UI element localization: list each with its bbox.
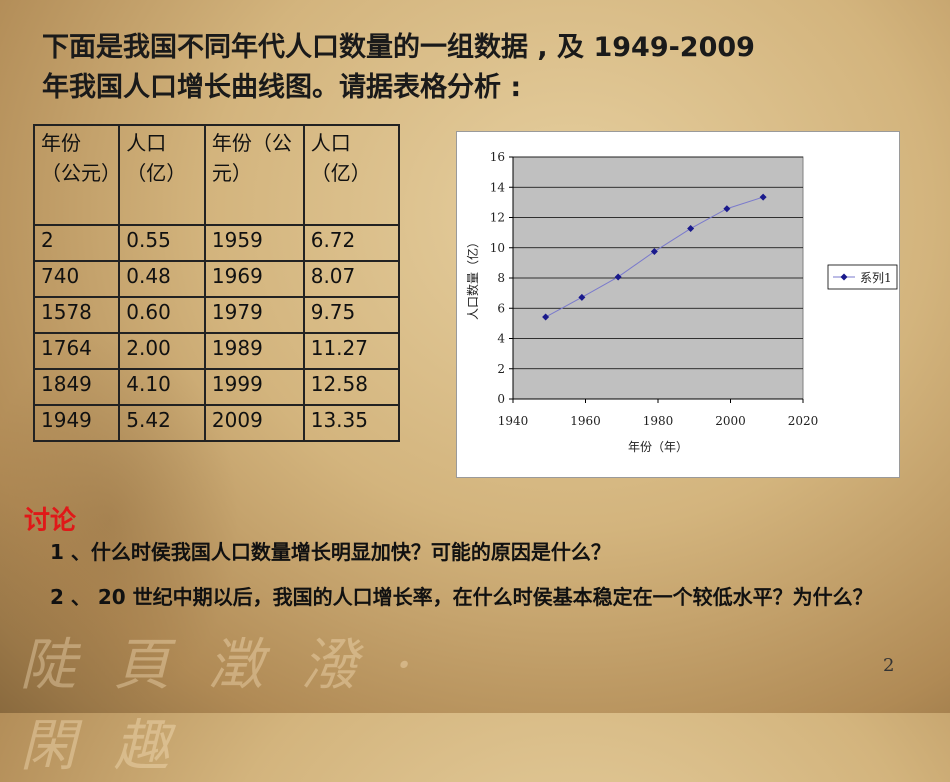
legend-marker [840, 273, 848, 281]
table-cell: 2 [32, 224, 121, 262]
table-cell: 1959 [203, 224, 305, 262]
table-cell: 9.75 [302, 296, 401, 334]
data-point [578, 293, 586, 301]
y-tick-label: 8 [497, 271, 505, 285]
table-cell: 740 [32, 260, 121, 298]
table-cell: 2.00 [118, 332, 206, 370]
data-point [614, 273, 622, 281]
table-cell: 1764 [32, 332, 121, 370]
table-row: 1578 0.60 1979 9.75 [32, 296, 401, 334]
table-row: 1764 2.00 1989 11.27 [32, 332, 401, 370]
table-cell: 8.07 [302, 260, 401, 298]
y-axis-label: 人口数量（亿） [465, 236, 480, 320]
table-cell: 1969 [203, 260, 305, 298]
data-point [687, 225, 695, 233]
discussion-question-2: 2 、 20 世纪中期以后，我国的人口增长率，在什么时侯基本稳定在一个较低水平？… [50, 585, 873, 609]
table-cell: 5.42 [118, 404, 206, 442]
y-tick-label: 0 [497, 392, 505, 406]
x-tick-label: 1960 [570, 414, 601, 428]
data-point [759, 193, 767, 201]
legend-label: 系列1 [860, 271, 892, 285]
table-cell: 1949 [32, 404, 121, 442]
title-line-1: 下面是我国不同年代人口数量的一组数据 , 及 1949-2009 [42, 32, 755, 63]
table-cell: 0.48 [118, 260, 206, 298]
discussion-heading: 讨论 [24, 506, 77, 536]
table-row: 1949 5.42 2009 13.35 [32, 404, 401, 442]
table-cell: 1999 [203, 368, 305, 406]
table-cell: 0.55 [118, 224, 206, 262]
header-year-1: 年份（公元） [32, 124, 121, 226]
header-population-2: 人口（亿） [302, 124, 401, 226]
table-cell: 4.10 [118, 368, 206, 406]
table-header-row: 年份（公元） 人口（亿） 年份（公元） 人口（亿） [32, 124, 401, 226]
table-cell: 1578 [32, 296, 121, 334]
y-tick-label: 6 [497, 301, 505, 315]
x-axis-label: 年份（年） [628, 440, 688, 454]
population-table: 年份（公元） 人口（亿） 年份（公元） 人口（亿） 2 0.55 1959 6.… [32, 124, 401, 442]
slide-title: 下面是我国不同年代人口数量的一组数据 , 及 1949-2009 年我国人口增长… [42, 28, 882, 108]
table-cell: 1989 [203, 332, 305, 370]
x-tick-label: 1940 [498, 414, 529, 428]
title-line-2: 年我国人口增长曲线图。请据表格分析 : [42, 72, 522, 103]
background-calligraphy: 陡 頁 澂 潑 · 閑 趣 [20, 633, 424, 779]
y-tick-label: 4 [497, 332, 505, 346]
chart-svg: 0 2 4 6 8 10 12 14 16 1940 1960 1980 2000 2020 年份（年） 人口… [465, 150, 898, 454]
y-tick-label: 10 [490, 241, 505, 255]
population-chart: 0 2 4 6 8 10 12 14 16 1940 1960 1980 2000 2020 年份（年） 人口… [456, 131, 900, 478]
x-tick-label: 1980 [643, 414, 674, 428]
table-cell: 2009 [203, 404, 305, 442]
discussion-question-1: 1 、什么时侯我国人口数量增长明显加快？可能的原因是什么？ [50, 540, 611, 564]
table-cell: 0.60 [118, 296, 206, 334]
y-tick-label: 14 [490, 180, 506, 194]
data-point [723, 205, 731, 213]
table-row: 740 0.48 1969 8.07 [32, 260, 401, 298]
table-cell: 1979 [203, 296, 305, 334]
table-cell: 11.27 [302, 332, 401, 370]
table-cell: 6.72 [302, 224, 401, 262]
table-cell: 13.35 [302, 404, 401, 442]
y-tick-label: 12 [490, 211, 505, 225]
header-year-2: 年份（公元） [203, 124, 305, 226]
y-tick-label: 2 [497, 362, 505, 376]
table-cell: 12.58 [302, 368, 401, 406]
data-point [650, 248, 658, 256]
table-row: 1849 4.10 1999 12.58 [32, 368, 401, 406]
page-number: 2 [883, 655, 895, 676]
x-tick-label: 2020 [788, 414, 819, 428]
header-population-1: 人口（亿） [118, 124, 206, 226]
table-row: 2 0.55 1959 6.72 [32, 224, 401, 262]
y-tick-label: 16 [490, 150, 505, 164]
x-tick-label: 2000 [715, 414, 746, 428]
data-point [542, 313, 550, 321]
table-cell: 1849 [32, 368, 121, 406]
